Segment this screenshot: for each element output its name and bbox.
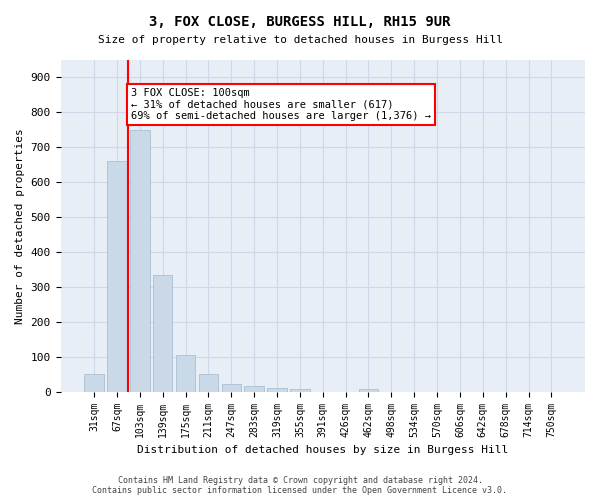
Bar (199, 374, 218, 392)
Bar (268, 388, 287, 392)
Text: Contains HM Land Registry data © Crown copyright and database right 2024.
Contai: Contains HM Land Registry data © Crown c… (92, 476, 508, 495)
Bar (130, 130, 149, 392)
Text: 3, FOX CLOSE, BURGESS HILL, RH15 9UR: 3, FOX CLOSE, BURGESS HILL, RH15 9UR (149, 15, 451, 29)
X-axis label: Distribution of detached houses by size in Burgess Hill: Distribution of detached houses by size … (137, 445, 508, 455)
Bar (107, 162, 127, 392)
Bar (176, 355, 195, 392)
Y-axis label: Number of detached properties: Number of detached properties (15, 128, 25, 324)
Bar (290, 389, 310, 392)
Text: Size of property relative to detached houses in Burgess Hill: Size of property relative to detached ho… (97, 35, 503, 45)
Bar (221, 384, 241, 392)
Bar (359, 389, 378, 392)
Bar (153, 274, 172, 392)
Text: 3 FOX CLOSE: 100sqm
← 31% of detached houses are smaller (617)
69% of semi-detac: 3 FOX CLOSE: 100sqm ← 31% of detached ho… (131, 88, 431, 121)
Bar (85, 374, 104, 392)
Bar (244, 386, 264, 392)
